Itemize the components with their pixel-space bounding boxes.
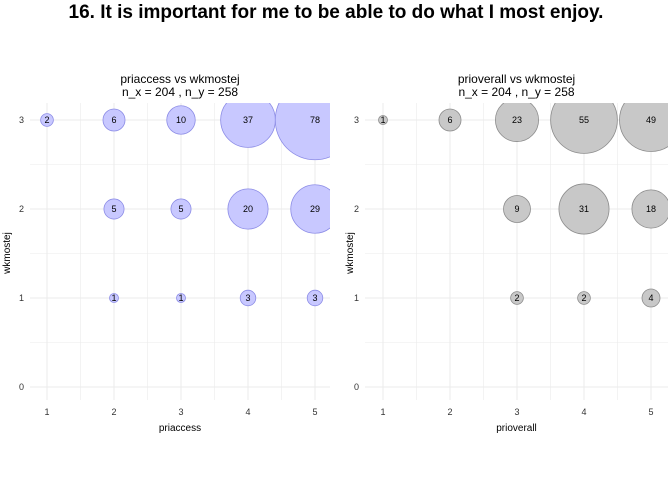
- x-tick-label: 2: [111, 407, 116, 417]
- bubble-count-label: 3: [245, 293, 250, 303]
- bubble-mark: [306, 289, 324, 307]
- bubble-mark: [109, 293, 119, 303]
- bubble-mark: [641, 288, 661, 308]
- bubble-count-label: 10: [176, 115, 186, 125]
- bubble-count-label: 3: [312, 293, 317, 303]
- bubble-count-label: 1: [380, 115, 385, 125]
- bubble-mark: [577, 291, 591, 305]
- bubble-count-label: 29: [310, 204, 320, 214]
- bubble-count-label: 18: [646, 204, 656, 214]
- bubble-count-label: 2: [581, 293, 586, 303]
- bubble-mark: [495, 103, 539, 142]
- x-tick-label: 5: [312, 407, 317, 417]
- x-axis-label: priaccess: [159, 423, 201, 434]
- bubble-mark: [550, 103, 618, 154]
- bubble-count-label: 6: [111, 115, 116, 125]
- panel-subtitle: n_x = 204 , n_y = 258: [122, 85, 238, 99]
- x-tick-label: 4: [581, 407, 586, 417]
- bubble-count-label: 5: [111, 204, 116, 214]
- y-tick-label: 0: [354, 382, 359, 392]
- bubble-mark: [102, 108, 126, 132]
- x-tick-label: 5: [648, 407, 653, 417]
- bubble-count-label: 9: [514, 204, 519, 214]
- y-tick-label: 3: [354, 115, 359, 125]
- bubble-count-label: 4: [648, 293, 653, 303]
- x-tick-label: 1: [44, 407, 49, 417]
- bubble-mark: [438, 108, 462, 132]
- x-tick-label: 2: [447, 407, 452, 417]
- bubble-count-label: 37: [243, 115, 253, 125]
- y-tick-label: 1: [19, 293, 24, 303]
- bubble-mark: [166, 105, 196, 135]
- y-tick-label: 3: [19, 115, 24, 125]
- x-tick-label: 3: [178, 407, 183, 417]
- bubble-mark: [103, 198, 125, 220]
- panel-subtitle: n_x = 204 , n_y = 258: [458, 85, 574, 99]
- bubble-mark: [510, 291, 524, 305]
- bubble-mark: [170, 198, 192, 220]
- bubble-count-label: 2: [514, 293, 519, 303]
- bubble-mark: [176, 293, 186, 303]
- bubble-mark: [290, 184, 330, 234]
- bubble-mark: [378, 115, 388, 125]
- bubble-count-label: 5: [178, 204, 183, 214]
- y-tick-label: 2: [19, 204, 24, 214]
- bubble-count-label: 2: [44, 115, 49, 125]
- bubble-mark: [274, 103, 330, 161]
- bubble-count-label: 1: [111, 293, 116, 303]
- bubble-mark: [503, 195, 531, 223]
- bubble-count-label: 31: [579, 204, 589, 214]
- x-axis-label: prioverall: [496, 423, 537, 434]
- y-tick-label: 2: [354, 204, 359, 214]
- bubble-count-label: 78: [310, 115, 320, 125]
- y-tick-label: 1: [354, 293, 359, 303]
- bubble-count-label: 6: [447, 115, 452, 125]
- bubble-count-label: 55: [579, 115, 589, 125]
- bubble-mark: [227, 188, 269, 230]
- bubble-mark: [631, 189, 668, 229]
- panel-title: priaccess vs wkmostej: [120, 72, 239, 86]
- bubble-count-label: 49: [646, 115, 656, 125]
- bubbles: [378, 103, 668, 308]
- bubble-mark: [558, 183, 610, 235]
- x-tick-label: 1: [380, 407, 385, 417]
- bubble-mark: [40, 113, 54, 127]
- bubbles: [40, 103, 330, 307]
- bubble-count-label: 23: [512, 115, 522, 125]
- y-axis-label: wkmostej: [345, 232, 356, 275]
- grid: [365, 103, 668, 400]
- bubble-mark: [239, 289, 257, 307]
- bubble-count-label: 20: [243, 204, 253, 214]
- x-tick-label: 3: [514, 407, 519, 417]
- x-tick-label: 4: [245, 407, 250, 417]
- panel-title: prioverall vs wkmostej: [458, 72, 575, 86]
- bubble-mark: [619, 103, 668, 152]
- chart-main-title: 16. It is important for me to be able to…: [68, 2, 604, 23]
- y-tick-label: 0: [19, 382, 24, 392]
- y-axis-label: wkmostej: [2, 232, 13, 275]
- bubble-count-label: 1: [178, 293, 183, 303]
